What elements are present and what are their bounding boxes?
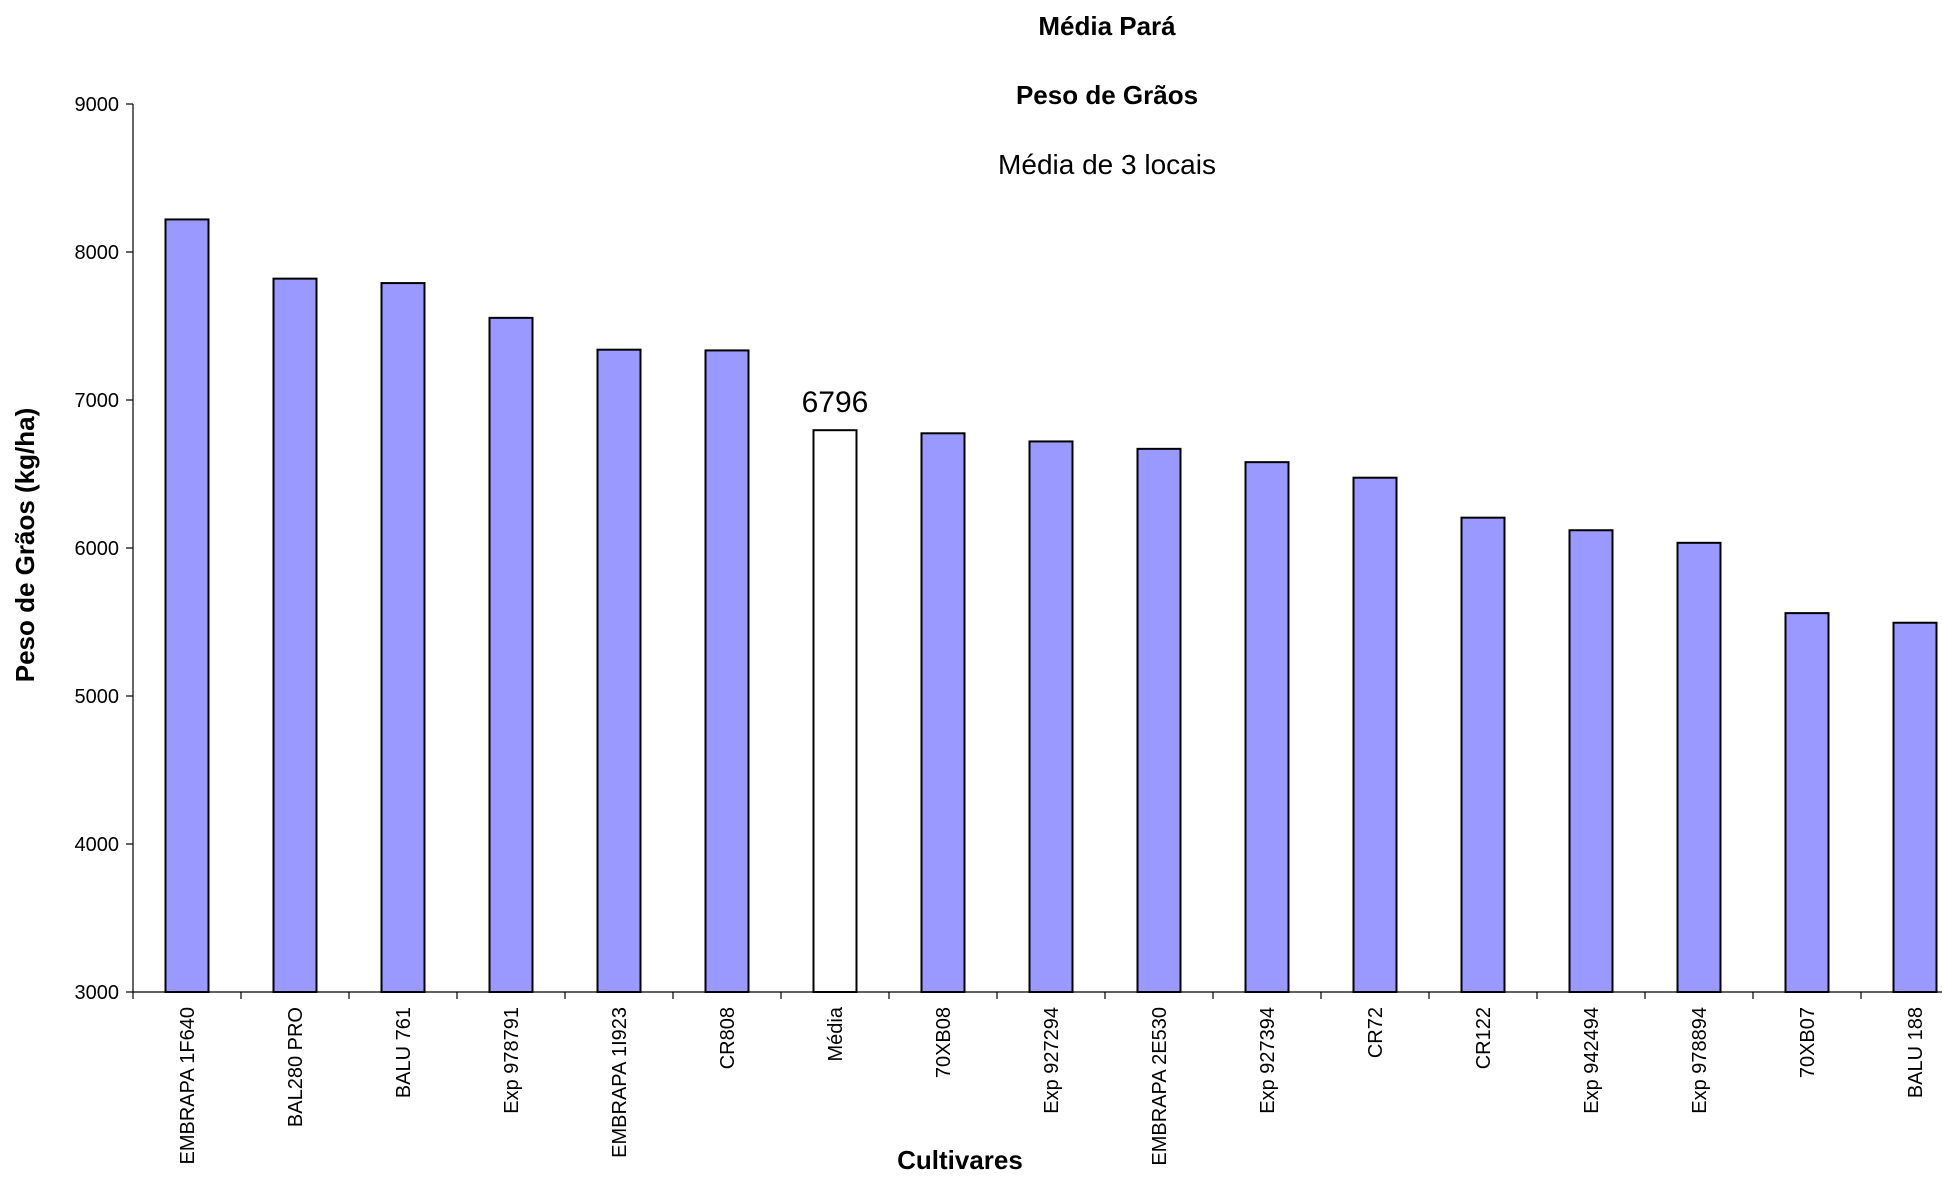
x-tick-label: Exp 978791 (501, 1007, 523, 1114)
x-tick-label: EMBRAPA 2E530 (1149, 1007, 1171, 1166)
x-tick-label: BALU 188 (1905, 1007, 1927, 1098)
x-tick-label: CR122 (1473, 1007, 1495, 1069)
x-tick-label: Exp 927294 (1041, 1007, 1063, 1114)
bar (1676, 541, 1722, 993)
bars: 6796 (164, 218, 1938, 994)
chart-subtitle: Peso de Grãos (1016, 80, 1198, 110)
x-tick-label: 70XB07 (1797, 1007, 1819, 1078)
y-axis: 3000 4000 5000 6000 7000 8000 9000 (75, 94, 134, 1004)
x-axis-title: Cultivares (897, 1145, 1023, 1175)
bar (1136, 447, 1182, 993)
x-tick-label: Média (825, 1006, 847, 1061)
x-tick-label: CR72 (1365, 1007, 1387, 1058)
x-tick-label: EMBRAPA 1I923 (609, 1007, 631, 1158)
bar (1784, 612, 1830, 993)
y-tick-label: 8000 (75, 242, 120, 264)
x-tick-label: CR808 (717, 1007, 739, 1069)
y-tick-label: 7000 (75, 390, 120, 412)
bar (164, 218, 210, 993)
y-tick-label: 6000 (75, 538, 120, 560)
y-axis-title: Peso de Grãos (kg/ha) (10, 408, 40, 683)
y-tick-label: 4000 (75, 834, 120, 856)
x-tick-label: 70XB08 (933, 1007, 955, 1078)
bar (596, 348, 642, 993)
x-tick-label: EMBRAPA 1F640 (177, 1007, 199, 1164)
category-labels: EMBRAPA 1F640 BAL280 PRO BALU 761 Exp 97879… (177, 1006, 1927, 1165)
x-tick-label: BAL280 PRO (285, 1007, 307, 1127)
bar (812, 429, 858, 993)
chart-subtitle-secondary: Média de 3 locais (998, 149, 1216, 180)
bar (380, 282, 426, 993)
bar (272, 277, 318, 993)
x-tick-label: BALU 761 (393, 1007, 415, 1098)
bar (1352, 476, 1398, 993)
data-label: 6796 (802, 386, 869, 419)
x-tick-label: Exp 942494 (1581, 1007, 1603, 1114)
bar (704, 349, 750, 994)
x-tick-label: Exp 927394 (1257, 1007, 1279, 1114)
bar (1028, 440, 1074, 993)
bar (1460, 516, 1506, 993)
y-tick-label: 9000 (75, 94, 120, 116)
bar (920, 432, 966, 993)
chart-title: Média Pará (1038, 11, 1176, 41)
y-tick-label: 5000 (75, 686, 120, 708)
x-tick-label: Exp 978894 (1689, 1007, 1711, 1114)
bar (488, 316, 534, 993)
y-tick-label: 3000 (75, 982, 120, 1004)
bar (1892, 621, 1938, 993)
bar (1244, 461, 1290, 994)
x-axis (132, 991, 1942, 999)
bar (1568, 529, 1614, 993)
